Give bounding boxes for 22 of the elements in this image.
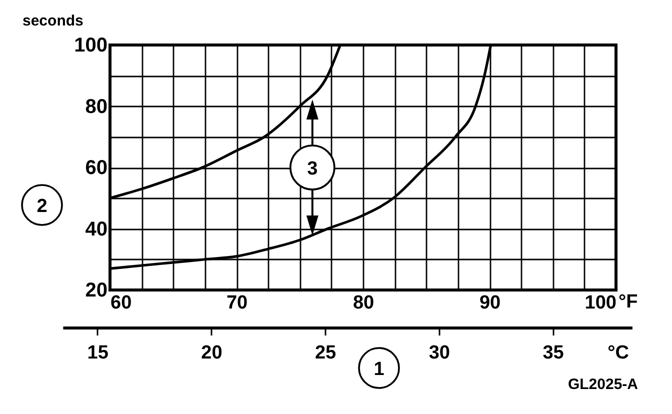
annotation: 3 <box>307 158 318 180</box>
x2-tick-label: 25 <box>314 342 337 364</box>
x2-tick-label: 20 <box>201 342 222 364</box>
y-axis-title: seconds <box>22 12 84 30</box>
x-tick-label: 90 <box>479 292 501 314</box>
x-axis-title: °F <box>618 292 638 312</box>
y-tick-label: 20 <box>85 280 108 302</box>
text: GL2025-A <box>568 376 638 393</box>
x2-axis-title: °C <box>608 342 630 364</box>
text: 2 <box>36 196 48 217</box>
y-tick-label: 80 <box>85 96 108 118</box>
x-tick-label: 70 <box>226 292 248 314</box>
x-tick-label: 80 <box>352 292 374 314</box>
x-tick-label: 100 <box>584 292 616 314</box>
y-tick-label: 40 <box>85 218 108 240</box>
text: 1 <box>374 359 385 380</box>
x2-tick-label: 30 <box>428 342 450 364</box>
x2-tick-label: 15 <box>87 342 109 364</box>
x2-tick-label: 35 <box>542 342 564 364</box>
x-tick-label: 60 <box>110 292 132 314</box>
y-tick-label: 60 <box>85 157 108 179</box>
y-tick-label: 100 <box>74 34 108 56</box>
